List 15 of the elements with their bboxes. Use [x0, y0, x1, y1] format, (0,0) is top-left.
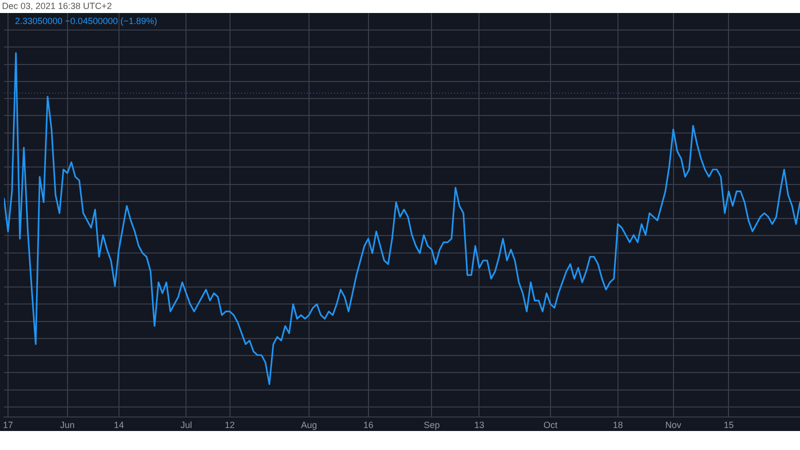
x-tick-label: 17	[3, 420, 14, 430]
x-tick-label: Sep	[424, 420, 440, 430]
x-tick-label: Nov	[665, 420, 682, 430]
x-tick-label: Jul	[180, 420, 192, 430]
text: Dec 03, 2021 16:38 UTC+2	[2, 1, 112, 12]
x-tick-label: 12	[224, 420, 235, 430]
x-tick-label: 15	[724, 420, 734, 430]
x-tick-label: 18	[612, 420, 623, 430]
text: 2.33050000 −0.04500000 (−1.89%)	[15, 16, 158, 27]
x-tick-label: 14	[114, 420, 124, 430]
x-tick-label: 16	[363, 420, 374, 430]
x-tick-label: Jun	[60, 420, 75, 430]
x-tick-label: Oct	[544, 420, 558, 430]
x-tick-label: 13	[474, 420, 484, 430]
x-tick-label: Aug	[300, 420, 317, 430]
